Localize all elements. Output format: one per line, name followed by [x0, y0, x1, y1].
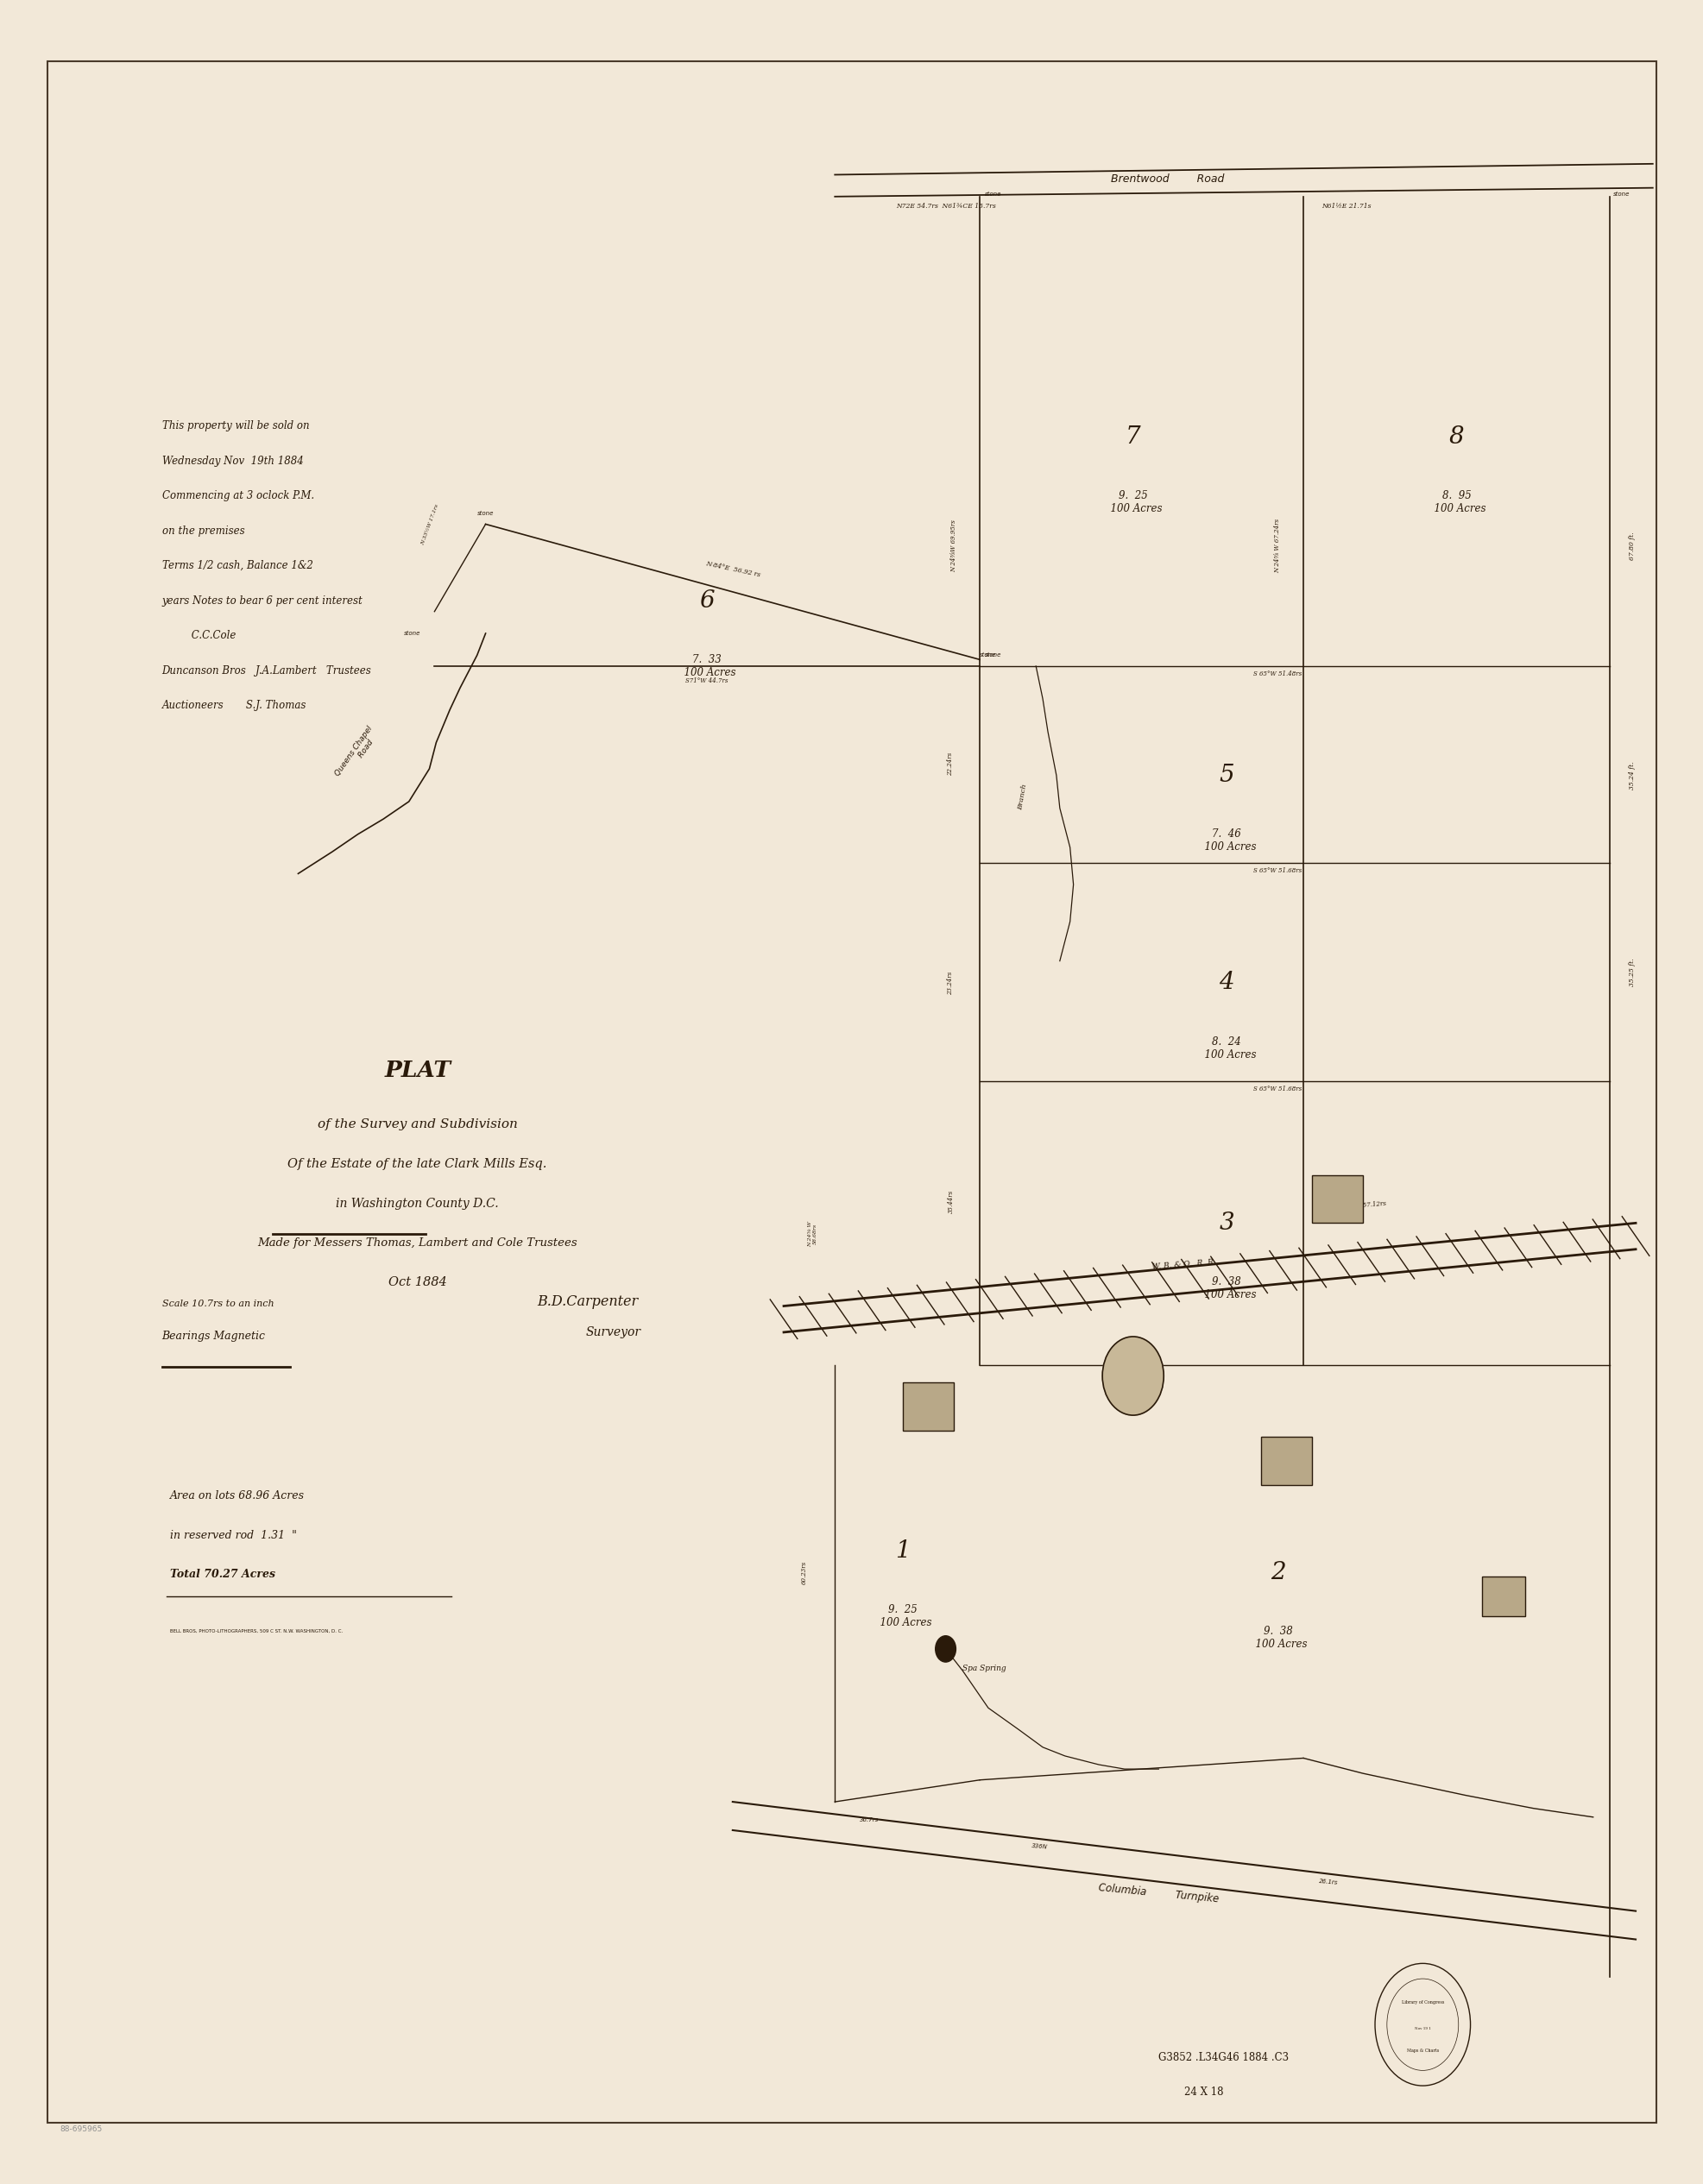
Text: Bearings Magnetic: Bearings Magnetic: [162, 1330, 266, 1343]
Text: Scale 10.7rs to an inch: Scale 10.7rs to an inch: [162, 1299, 274, 1308]
Text: This property will be sold on: This property will be sold on: [162, 419, 308, 432]
Text: S71°W 44.7rs: S71°W 44.7rs: [685, 677, 729, 684]
Text: stone: stone: [984, 192, 1001, 197]
Text: 36.7rs: 36.7rs: [858, 1817, 879, 1821]
Text: Nov 19 1: Nov 19 1: [1413, 2027, 1431, 2031]
Circle shape: [935, 1636, 955, 1662]
Text: 9.  25
  100 Acres: 9. 25 100 Acres: [1104, 489, 1161, 515]
Text: N72E 54.7rs  N61¾CE 15.7rs: N72E 54.7rs N61¾CE 15.7rs: [896, 203, 995, 210]
Text: 9.  38
  100 Acres: 9. 38 100 Acres: [1197, 1275, 1255, 1302]
Circle shape: [1102, 1337, 1163, 1415]
Bar: [903, 1382, 954, 1431]
Text: B.D.Carpenter: B.D.Carpenter: [536, 1295, 639, 1308]
Text: Queens Chapel
       Road: Queens Chapel Road: [334, 725, 381, 782]
Text: 24 X 18: 24 X 18: [1184, 2086, 1223, 2099]
Text: 35.24 ft.: 35.24 ft.: [1628, 762, 1635, 788]
Text: 336N: 336N: [1030, 1843, 1047, 1850]
Text: S 65°W 51.68rs: S 65°W 51.68rs: [1253, 867, 1301, 874]
Text: Commencing at 3 oclock P.M.: Commencing at 3 oclock P.M.: [162, 489, 313, 502]
Text: 4: 4: [1219, 972, 1233, 994]
Text: 7: 7: [1126, 426, 1139, 448]
Text: S 65°W 51.48rs: S 65°W 51.48rs: [1253, 670, 1301, 677]
Text: in reserved rod  1.31  ": in reserved rod 1.31 ": [170, 1529, 296, 1542]
Text: 9.  38
  100 Acres: 9. 38 100 Acres: [1248, 1625, 1306, 1651]
Text: Branch: Branch: [1017, 784, 1027, 810]
Text: 1: 1: [896, 1540, 909, 1562]
Text: of the Survey and Subdivision: of the Survey and Subdivision: [317, 1118, 518, 1131]
Text: N 24⅝W 69.95rs: N 24⅝W 69.95rs: [950, 520, 957, 572]
Text: 5: 5: [1219, 764, 1233, 786]
Bar: [1311, 1175, 1362, 1223]
Text: stone: stone: [404, 631, 421, 636]
Text: Total 70.27 Acres: Total 70.27 Acres: [170, 1568, 276, 1581]
Text: N 24⅝ W
58.68rs: N 24⅝ W 58.68rs: [807, 1221, 817, 1247]
Text: Columbia         Turnpike: Columbia Turnpike: [1097, 1883, 1219, 1904]
Text: 35.25 ft.: 35.25 ft.: [1628, 959, 1635, 985]
Text: PLAT: PLAT: [383, 1059, 451, 1081]
Text: N46°E 57.12rs: N46°E 57.12rs: [1339, 1201, 1386, 1210]
Text: 7.  33
  100 Acres: 7. 33 100 Acres: [678, 653, 736, 679]
Text: 23.24rs: 23.24rs: [947, 972, 954, 994]
Text: Of the Estate of the late Clark Mills Esq.: Of the Estate of the late Clark Mills Es…: [288, 1158, 547, 1171]
Text: 6: 6: [700, 590, 714, 612]
Text: BELL BROS, PHOTO-LITHOGRAPHERS, 509 C ST. N.W. WASHINGTON, D. C.: BELL BROS, PHOTO-LITHOGRAPHERS, 509 C ST…: [170, 1629, 342, 1634]
Text: N 33½W 17.1rs: N 33½W 17.1rs: [421, 502, 439, 546]
Text: Brentwood        Road: Brentwood Road: [1110, 173, 1223, 186]
Text: Auctioneers       S.J. Thomas: Auctioneers S.J. Thomas: [162, 699, 307, 712]
Text: 3: 3: [1219, 1212, 1233, 1234]
Text: Spa Spring: Spa Spring: [962, 1664, 1006, 1673]
Text: 67.80 ft.: 67.80 ft.: [1628, 533, 1635, 559]
Text: N 84°E  56.92 rs: N 84°E 56.92 rs: [705, 561, 760, 579]
Bar: [1482, 1577, 1524, 1616]
Text: 9.  25
  100 Acres: 9. 25 100 Acres: [874, 1603, 932, 1629]
Text: 8: 8: [1449, 426, 1463, 448]
Text: 8.  95
  100 Acres: 8. 95 100 Acres: [1427, 489, 1485, 515]
Text: 35.44rs: 35.44rs: [947, 1190, 954, 1212]
Text: stone: stone: [979, 653, 996, 657]
Text: Duncanson Bros   J.A.Lambert   Trustees: Duncanson Bros J.A.Lambert Trustees: [162, 664, 371, 677]
Text: S 65°W 51.68rs: S 65°W 51.68rs: [1253, 1085, 1301, 1092]
Text: 26.1rs: 26.1rs: [1318, 1878, 1339, 1885]
Text: G3852 .L34G46 1884 .C3: G3852 .L34G46 1884 .C3: [1158, 2051, 1289, 2064]
Text: Wednesday Nov  19th 1884: Wednesday Nov 19th 1884: [162, 454, 303, 467]
Text: Made for Messers Thomas, Lambert and Cole Trustees: Made for Messers Thomas, Lambert and Col…: [257, 1236, 577, 1249]
Text: stone: stone: [477, 511, 494, 515]
Text: Library of Congress: Library of Congress: [1400, 2001, 1444, 2005]
Text: 88-695965: 88-695965: [60, 2125, 102, 2134]
Text: Oct 1884: Oct 1884: [388, 1275, 446, 1289]
Text: W. B. & O.  R. R.: W. B. & O. R. R.: [1151, 1258, 1216, 1271]
Text: in Washington County D.C.: in Washington County D.C.: [335, 1197, 499, 1210]
Text: Area on lots 68.96 Acres: Area on lots 68.96 Acres: [170, 1489, 305, 1503]
Text: on the premises: on the premises: [162, 524, 244, 537]
Text: stone: stone: [1613, 192, 1630, 197]
Text: Surveyor: Surveyor: [586, 1326, 640, 1339]
Text: 7.  46
  100 Acres: 7. 46 100 Acres: [1197, 828, 1255, 854]
Text: N 24⅝ W 67.24rs: N 24⅝ W 67.24rs: [1274, 520, 1281, 572]
Text: Terms 1/2 cash, Balance 1&2: Terms 1/2 cash, Balance 1&2: [162, 559, 313, 572]
Text: C.C.Cole: C.C.Cole: [162, 629, 235, 642]
Text: N61½E 21.71s: N61½E 21.71s: [1320, 203, 1371, 210]
Text: 8.  24
  100 Acres: 8. 24 100 Acres: [1197, 1035, 1255, 1061]
Bar: [1260, 1437, 1311, 1485]
Text: Maps & Charts: Maps & Charts: [1407, 2049, 1437, 2053]
Text: stone: stone: [984, 653, 1001, 657]
Text: 60.23rs: 60.23rs: [800, 1562, 807, 1583]
Text: years Notes to bear 6 per cent interest: years Notes to bear 6 per cent interest: [162, 594, 363, 607]
Text: 22.24rs: 22.24rs: [947, 753, 954, 775]
Text: 2: 2: [1270, 1562, 1284, 1583]
